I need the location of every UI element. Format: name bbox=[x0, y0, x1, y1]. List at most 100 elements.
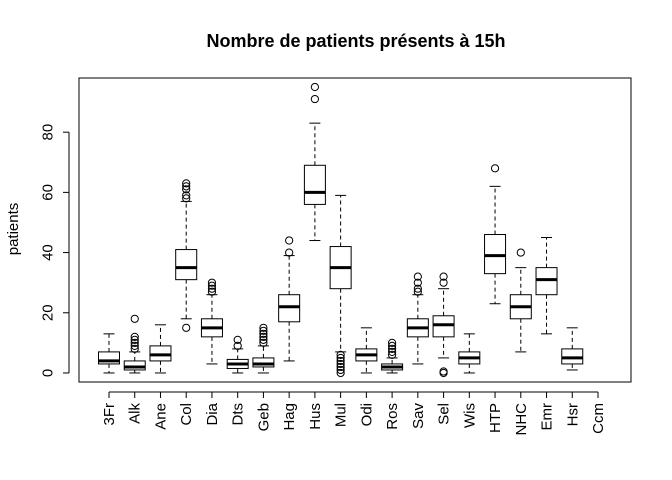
outlier-point bbox=[439, 367, 448, 376]
box-Geb bbox=[252, 323, 275, 374]
outlier-point bbox=[336, 356, 345, 366]
outlier-point bbox=[285, 236, 294, 245]
outlier-point bbox=[336, 359, 345, 369]
outlier-point bbox=[413, 284, 422, 293]
box-iqr bbox=[432, 315, 455, 338]
outlier-point bbox=[413, 278, 422, 287]
outlier-point bbox=[233, 335, 242, 344]
outlier-point bbox=[388, 344, 397, 353]
outlier-point bbox=[439, 272, 448, 281]
outlier-point bbox=[207, 281, 217, 290]
boxes-group bbox=[98, 82, 584, 378]
outlier-point bbox=[130, 344, 139, 353]
outlier-point bbox=[207, 278, 217, 287]
box-iqr bbox=[175, 249, 198, 281]
x-tick-label: Ccm bbox=[590, 403, 607, 434]
x-tick-label: HTP bbox=[487, 403, 504, 433]
box-Emr bbox=[535, 237, 558, 335]
outlier-point bbox=[413, 272, 422, 281]
x-tick-label: Hsr bbox=[564, 403, 581, 426]
x-tick-label: Mul bbox=[333, 403, 350, 427]
outlier-point bbox=[130, 335, 139, 344]
x-tick-label: Ros bbox=[384, 403, 401, 430]
x-tick-label: Geb bbox=[255, 403, 272, 431]
box-Dia bbox=[200, 278, 223, 365]
x-tick-label: Ane bbox=[152, 403, 169, 430]
outlier-point bbox=[413, 287, 422, 296]
box-iqr bbox=[252, 357, 275, 368]
x-tick-label: Alk bbox=[127, 403, 144, 424]
box-Col bbox=[175, 179, 198, 332]
outlier-point bbox=[182, 185, 191, 194]
y-tick-label: 80 bbox=[40, 124, 57, 141]
outlier-point bbox=[336, 365, 345, 375]
outlier-point bbox=[182, 191, 191, 200]
box-iqr bbox=[561, 348, 584, 365]
outlier-point bbox=[207, 287, 217, 296]
outlier-point bbox=[388, 338, 397, 347]
outlier-point bbox=[182, 179, 191, 188]
x-tick-label: Dts bbox=[230, 403, 247, 426]
x-tick-label: Sel bbox=[436, 403, 453, 425]
y-tick-label: 60 bbox=[40, 184, 57, 201]
outlier-point bbox=[388, 347, 397, 357]
x-tick-label: Wis bbox=[461, 403, 478, 428]
box-Hsr bbox=[561, 327, 584, 371]
outlier-point bbox=[285, 248, 294, 257]
outlier-point bbox=[259, 323, 268, 332]
outlier-point bbox=[310, 82, 319, 92]
y-axis: 0 20 40 60 80 bbox=[40, 124, 70, 377]
box-3Fr bbox=[98, 333, 120, 374]
outlier-point bbox=[182, 194, 191, 203]
x-tick-label: Hag bbox=[281, 403, 298, 431]
box-iqr bbox=[149, 345, 172, 362]
x-tick-label: 3Fr bbox=[101, 403, 118, 426]
outlier-point bbox=[259, 332, 268, 341]
box-Dts bbox=[226, 335, 249, 374]
box-NHC bbox=[509, 248, 532, 353]
outlier-point bbox=[439, 278, 448, 287]
outlier-point bbox=[130, 332, 139, 341]
y-tick-label: 0 bbox=[40, 369, 57, 377]
plot-frame bbox=[78, 77, 632, 383]
box-HTP bbox=[484, 164, 507, 305]
outlier-point bbox=[130, 338, 139, 347]
outlier-point bbox=[336, 368, 345, 378]
box-iqr bbox=[278, 294, 301, 323]
outlier-point bbox=[182, 323, 191, 332]
box-Wis bbox=[458, 333, 481, 374]
outlier-point bbox=[130, 314, 139, 323]
outlier-point bbox=[336, 350, 345, 360]
outlier-point bbox=[388, 350, 397, 360]
box-Ane bbox=[149, 324, 172, 374]
outlier-point bbox=[259, 329, 268, 338]
box-iqr bbox=[484, 234, 507, 275]
box-iqr bbox=[123, 360, 146, 371]
y-axis-label: patients bbox=[5, 203, 22, 256]
outlier-point bbox=[516, 248, 525, 257]
outlier-point bbox=[336, 362, 345, 372]
box-Sel bbox=[432, 272, 455, 378]
outlier-point bbox=[336, 353, 345, 363]
box-Hus bbox=[303, 82, 326, 242]
outlier-point bbox=[259, 326, 268, 335]
x-axis: 3Fr Alk Ane Col Dia Dts Geb Hag Hus Mul Odi Ros Sav S… bbox=[101, 391, 607, 436]
box-Hag bbox=[278, 236, 301, 362]
box-Sav bbox=[406, 272, 429, 365]
x-tick-label: Odi bbox=[358, 403, 375, 426]
box-iqr bbox=[303, 164, 326, 205]
x-tick-label: Sav bbox=[410, 403, 427, 429]
chart-title: Nombre de patients présents à 15h bbox=[206, 31, 505, 51]
y-tick-label: 20 bbox=[40, 304, 57, 321]
outlier-point bbox=[233, 341, 242, 350]
outlier-point bbox=[130, 341, 139, 350]
box-iqr bbox=[535, 267, 558, 296]
outlier-point bbox=[259, 335, 268, 344]
x-tick-label: Dia bbox=[204, 402, 221, 425]
x-tick-label: NHC bbox=[513, 403, 530, 436]
outlier-point bbox=[490, 164, 500, 173]
box-Ros bbox=[381, 338, 404, 374]
outlier-point bbox=[310, 94, 319, 104]
x-tick-label: Emr bbox=[539, 403, 556, 431]
